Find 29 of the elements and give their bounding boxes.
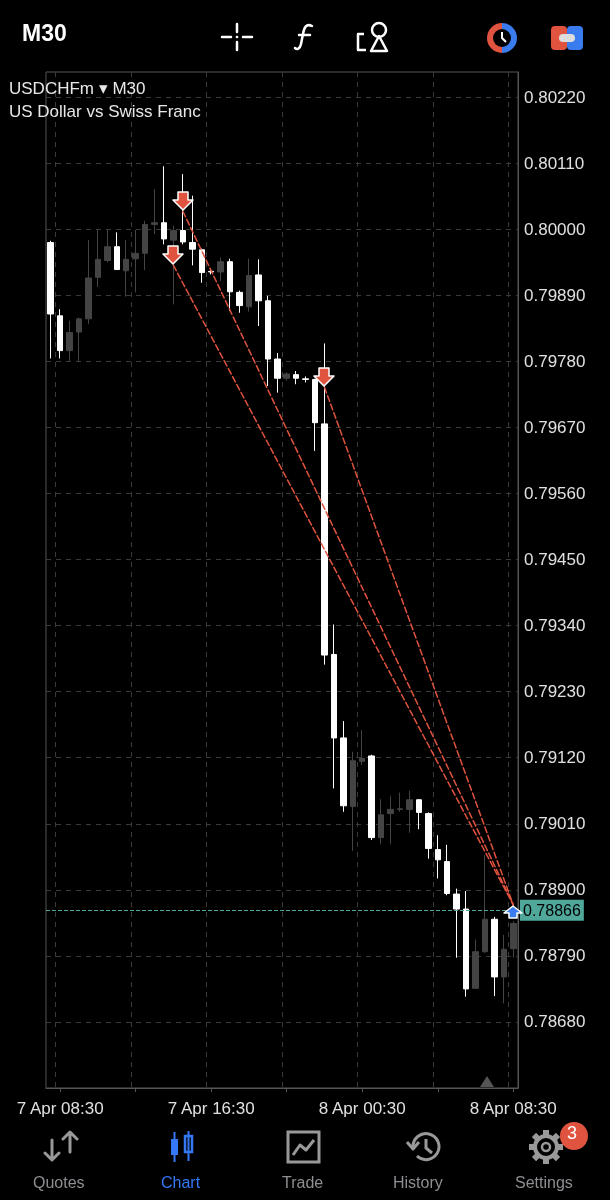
y-tick-label: 0.79780	[524, 351, 586, 371]
y-tick-label: 0.79890	[524, 285, 586, 305]
y-tick-label: 0.80000	[524, 219, 586, 239]
ref-line-label: 0.78866	[523, 901, 581, 919]
text: 3	[567, 1123, 578, 1144]
y-tick-label: 0.78790	[524, 946, 586, 966]
x-tick-label: 7 Apr 16:30	[167, 1099, 255, 1118]
text: Trade	[282, 1174, 324, 1192]
x-tick-label: 7 Apr 08:30	[16, 1099, 104, 1118]
y-tick-label: 0.79560	[524, 484, 586, 504]
text: M30	[22, 20, 67, 47]
y-tick-label: 0.79450	[524, 550, 586, 570]
y-tick-label: 0.79340	[524, 616, 586, 636]
text: Chart	[161, 1174, 201, 1192]
y-tick-label: 0.78900	[524, 880, 586, 900]
y-tick-label: 0.79230	[524, 682, 586, 702]
chart-title: USDCHFm ▾ M30	[9, 79, 146, 98]
y-tick-label: 0.80110	[524, 153, 585, 173]
text: Quotes	[33, 1174, 85, 1192]
y-tick-label: 0.79670	[524, 417, 586, 437]
x-tick-label: 8 Apr 08:30	[469, 1099, 557, 1118]
y-tick-label: 0.79120	[524, 748, 586, 768]
text: Settings	[515, 1174, 573, 1192]
y-tick-label: 0.78680	[524, 1012, 586, 1032]
y-tick-label: 0.79010	[524, 814, 586, 834]
text: US Dollar vs Swiss Franc	[9, 102, 202, 121]
x-tick-label: 8 Apr 00:30	[318, 1099, 406, 1118]
y-tick-label: 0.80220	[524, 87, 586, 107]
text: History	[393, 1174, 443, 1192]
